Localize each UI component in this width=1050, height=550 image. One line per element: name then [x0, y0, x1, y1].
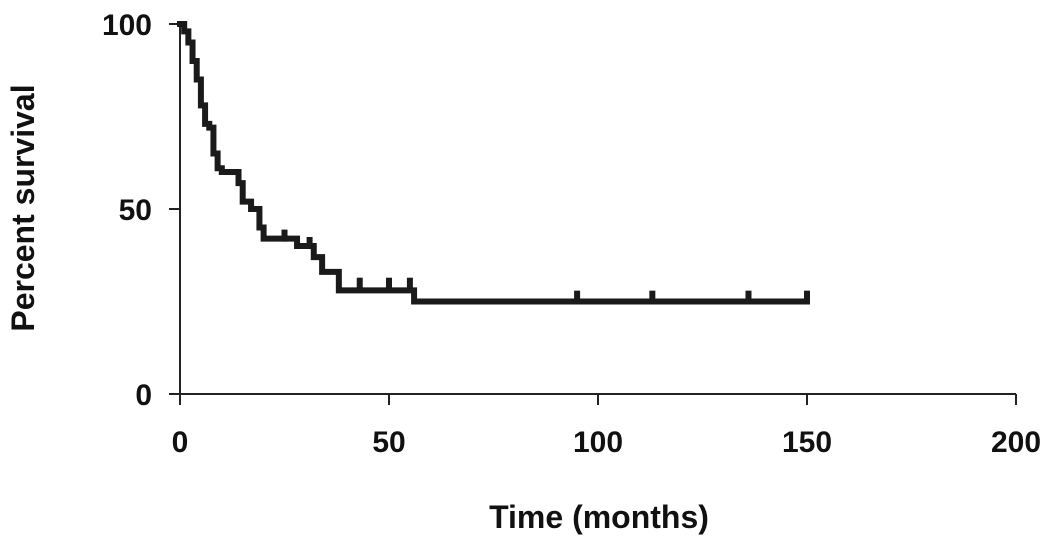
x-tick-label: 200	[991, 426, 1041, 459]
y-tick-label: 50	[119, 194, 152, 227]
y-tick-label: 0	[135, 379, 152, 412]
y-tick-label: 100	[102, 9, 152, 42]
x-tick-label: 100	[573, 426, 623, 459]
tick-labels: 0 50 100 150 200 0 50 100	[102, 9, 1041, 459]
x-tick-label: 0	[172, 426, 189, 459]
survival-curve	[177, 21, 810, 305]
x-tick-label: 150	[782, 426, 832, 459]
y-axis-title: Percent survival	[5, 84, 41, 331]
x-tick-label: 50	[372, 426, 405, 459]
x-axis-title: Time (months)	[489, 499, 709, 535]
series-layer	[177, 21, 810, 305]
censor-marks	[281, 229, 810, 303]
axes	[169, 23, 1017, 405]
